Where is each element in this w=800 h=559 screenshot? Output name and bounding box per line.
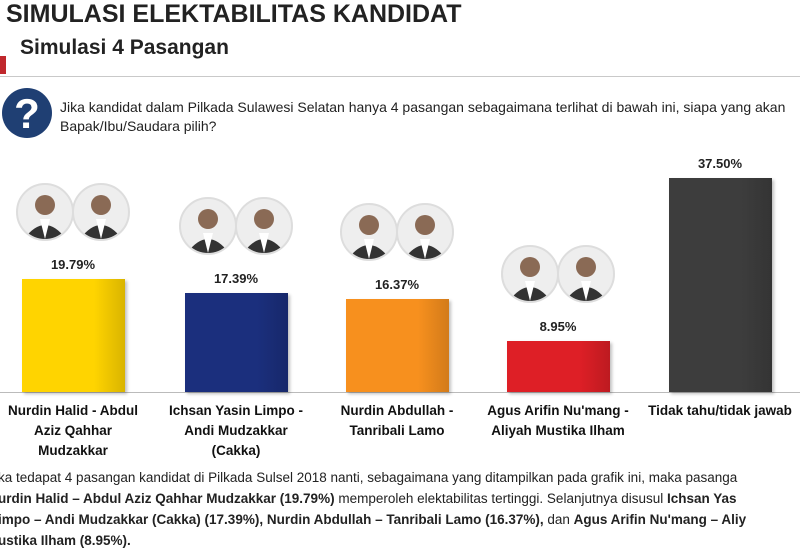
title: SIMULASI ELEKTABILITAS KANDIDAT bbox=[6, 0, 462, 28]
value-label: 19.79% bbox=[50, 257, 96, 273]
footnote-text: memperoleh elektabilitas tertinggi. Sela… bbox=[334, 491, 668, 506]
bar bbox=[668, 178, 772, 392]
footnote-line: impo – Andi Mudzakkar (Cakka) (17.39%), … bbox=[0, 509, 800, 530]
portrait bbox=[565, 256, 607, 301]
bar bbox=[345, 298, 449, 392]
footnote-line: ka tedapat 4 pasangan kandidat di Pilkad… bbox=[0, 467, 800, 488]
footnote-text: urdin Halid – Abdul Aziz Qahhar Mudzakka… bbox=[0, 491, 335, 506]
footnote: ka tedapat 4 pasangan kandidat di Pilkad… bbox=[0, 467, 800, 551]
category-label: Nurdin Abdullah - Tanribali Lamo bbox=[340, 403, 454, 438]
accent bbox=[0, 56, 6, 74]
footnote-text: ka tedapat 4 pasangan kandidat di Pilkad… bbox=[0, 470, 738, 485]
portrait bbox=[80, 195, 122, 240]
value-label: 16.37% bbox=[374, 276, 420, 292]
portrait bbox=[24, 195, 66, 240]
footnote-text: impo – Andi Mudzakkar (Cakka) (17.39%), … bbox=[0, 512, 544, 527]
footnote-text: ustika Ilham (8.95%). bbox=[0, 533, 131, 548]
value-label: 8.95% bbox=[539, 318, 577, 334]
bar bbox=[506, 340, 610, 392]
portrait bbox=[187, 208, 229, 253]
portrait bbox=[404, 214, 446, 259]
candidate-photo bbox=[557, 244, 615, 303]
candidate-photo bbox=[501, 244, 559, 303]
subtitle: Simulasi 4 Pasangan bbox=[20, 36, 229, 59]
candidate-photo bbox=[396, 202, 454, 261]
portrait bbox=[348, 214, 390, 259]
value-label: 37.50% bbox=[697, 156, 743, 171]
candidate-photo bbox=[72, 183, 130, 242]
bar bbox=[21, 279, 125, 392]
footnote-line: urdin Halid – Abdul Aziz Qahhar Mudzakka… bbox=[0, 488, 800, 509]
candidate-photo bbox=[235, 196, 293, 255]
category-label: Ichsan Yasin Limpo - Andi Mudzakkar (Cak… bbox=[168, 403, 304, 458]
bar bbox=[184, 292, 288, 392]
footnote-text: Agus Arifin Nu'mang – Aliy bbox=[573, 512, 747, 527]
footnote-text: dan bbox=[543, 512, 574, 527]
category-label: Agus Arifin Nu'mang - Aliyah Mustika Ilh… bbox=[487, 403, 629, 438]
category-label: Nurdin Halid - Abdul Aziz Qahhar Mudzakk… bbox=[8, 403, 138, 458]
candidate-photo bbox=[340, 202, 398, 261]
candidate-photo bbox=[179, 196, 237, 255]
divider bbox=[0, 76, 800, 77]
footnote-line: ustika Ilham (8.95%). bbox=[0, 530, 800, 551]
category-label: Tidak tahu/tidak jawab bbox=[648, 403, 792, 418]
footnote-text: Ichsan Yas bbox=[667, 491, 737, 506]
question: Jika kandidat dalam Pilkada Sulawesi Sel… bbox=[60, 99, 786, 134]
portrait bbox=[509, 256, 551, 301]
portrait bbox=[243, 208, 285, 253]
question-icon: ? bbox=[2, 88, 52, 138]
candidate-photo bbox=[16, 183, 74, 242]
baseline bbox=[0, 392, 800, 393]
value-label: 17.39% bbox=[213, 270, 259, 286]
